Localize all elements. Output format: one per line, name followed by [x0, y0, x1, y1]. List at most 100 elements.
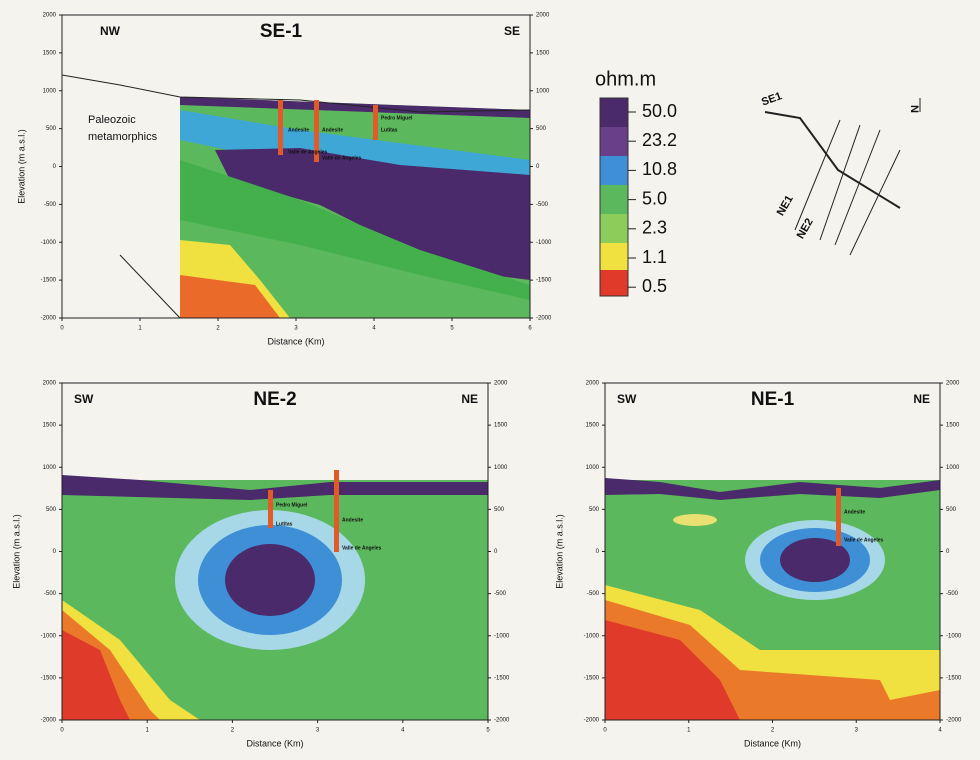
x-tick-label: 1 [687, 728, 691, 734]
x-tick-label: 1 [146, 728, 150, 734]
colorbar-unit: ohm.m [595, 68, 656, 90]
y2-tick-label: -1000 [494, 633, 510, 639]
y-tick-label: 1500 [43, 50, 57, 56]
y-tick-label: 0 [53, 549, 57, 555]
ne2-contours [62, 470, 488, 720]
y-tick-label: 500 [46, 126, 57, 132]
y2-tick-label: -500 [536, 202, 549, 208]
y2-tick-label: 0 [536, 164, 540, 170]
y2-tick-label: -500 [494, 591, 507, 597]
y-tick-label: -1500 [584, 675, 600, 681]
y2-tick-label: 1000 [494, 465, 508, 471]
x-axis-label: Distance (Km) [744, 738, 801, 748]
y-tick-label: 2000 [586, 381, 600, 387]
y-tick-label: 1000 [43, 465, 57, 471]
annotation: Andesite [322, 127, 343, 133]
se1-contours [62, 75, 530, 318]
y2-tick-label: -2000 [536, 316, 552, 322]
colorbar-tick-label: 1.1 [642, 247, 667, 267]
y2-tick-label: -500 [946, 591, 959, 597]
x-tick-label: 3 [855, 728, 859, 734]
x-tick-label: 1 [138, 326, 142, 332]
y-tick-label: -500 [587, 591, 600, 597]
y2-tick-label: 1000 [946, 465, 960, 471]
map-label: NE1 [775, 193, 796, 218]
right-direction: NE [461, 392, 478, 406]
colorbar-tick-label: 50.0 [642, 101, 677, 121]
colorbar-tick-label: 2.3 [642, 218, 667, 238]
y-tick-label: -2000 [41, 316, 57, 322]
annotation: metamorphics [88, 131, 158, 143]
x-tick-label: 0 [60, 326, 64, 332]
map-label: N [908, 105, 920, 113]
x-tick-label: 2 [771, 728, 775, 734]
x-tick-label: 4 [938, 728, 942, 734]
x-tick-label: 5 [450, 326, 454, 332]
colorbar-tick-label: 0.5 [642, 276, 667, 296]
y-tick-label: -1000 [41, 633, 57, 639]
y2-tick-label: 2000 [946, 381, 960, 387]
x-tick-label: 3 [316, 728, 320, 734]
annotation: Pedro Miguel [381, 115, 413, 121]
section-title: NE-2 [253, 389, 296, 410]
y2-tick-label: -1000 [536, 240, 552, 246]
y-tick-label: 500 [46, 507, 57, 513]
x-tick-label: 0 [60, 728, 64, 734]
x-tick-label: 2 [216, 326, 220, 332]
y2-tick-label: 1500 [494, 423, 508, 429]
x-tick-label: 0 [603, 728, 607, 734]
y2-tick-label: 500 [494, 507, 505, 513]
colorbar [600, 98, 628, 296]
x-tick-label: 3 [294, 326, 298, 332]
y2-tick-label: 0 [494, 549, 498, 555]
y2-tick-label: -2000 [494, 718, 510, 724]
annotation: Paleozoic [88, 114, 136, 126]
y-tick-label: 0 [596, 549, 600, 555]
colorbar-tick-label: 23.2 [642, 130, 677, 150]
page: 20002000150015001000100050050000-500-500… [0, 0, 980, 760]
y-axis-label: Elevation (m a.s.l.) [554, 514, 564, 589]
left-direction: SW [617, 392, 637, 406]
left-direction: NW [100, 24, 121, 38]
left-direction: SW [74, 392, 94, 406]
x-tick-label: 5 [486, 728, 490, 734]
x-tick-label: 6 [528, 326, 532, 332]
ne1-contours [605, 478, 940, 720]
x-tick-label: 4 [401, 728, 405, 734]
y-tick-label: 1500 [43, 423, 57, 429]
right-direction: NE [913, 392, 930, 406]
y-axis-label: Elevation (m a.s.l.) [16, 129, 26, 204]
y-tick-label: -1500 [41, 278, 57, 284]
y-tick-label: -2000 [584, 718, 600, 724]
y2-tick-label: 500 [536, 126, 547, 132]
x-axis-label: Distance (Km) [267, 336, 324, 346]
y2-tick-label: 2000 [536, 13, 550, 19]
annotation: Valle de Angeles [342, 545, 381, 551]
y-tick-label: 500 [589, 507, 600, 513]
annotation: Valle de Angeles [844, 537, 883, 543]
annotation: Lutitas [276, 521, 293, 527]
right-direction: SE [504, 24, 520, 38]
y-axis-label: Elevation (m a.s.l.) [11, 514, 21, 589]
y2-tick-label: -1500 [536, 278, 552, 284]
y-tick-label: -1000 [584, 633, 600, 639]
annotation: Andesite [288, 127, 309, 133]
section-title: NE-1 [751, 389, 795, 410]
y-tick-label: 2000 [43, 13, 57, 19]
y-tick-label: 1500 [586, 423, 600, 429]
y2-tick-label: 1500 [946, 423, 960, 429]
y2-tick-label: 1000 [536, 88, 550, 94]
figure: 20002000150015001000100050050000-500-500… [0, 0, 980, 760]
location-map [765, 98, 920, 255]
annotation: Andesite [342, 517, 363, 523]
annotation: Pedro Miguel [276, 502, 308, 508]
annotation: Andesite [844, 509, 865, 515]
y2-tick-label: 2000 [494, 381, 508, 387]
y2-tick-label: -1500 [494, 675, 510, 681]
y-tick-label: 1000 [586, 465, 600, 471]
y-tick-label: -500 [44, 202, 57, 208]
section-title: SE-1 [260, 21, 303, 42]
y2-tick-label: 0 [946, 549, 950, 555]
y2-tick-label: -2000 [946, 718, 962, 724]
y-tick-label: -1500 [41, 675, 57, 681]
